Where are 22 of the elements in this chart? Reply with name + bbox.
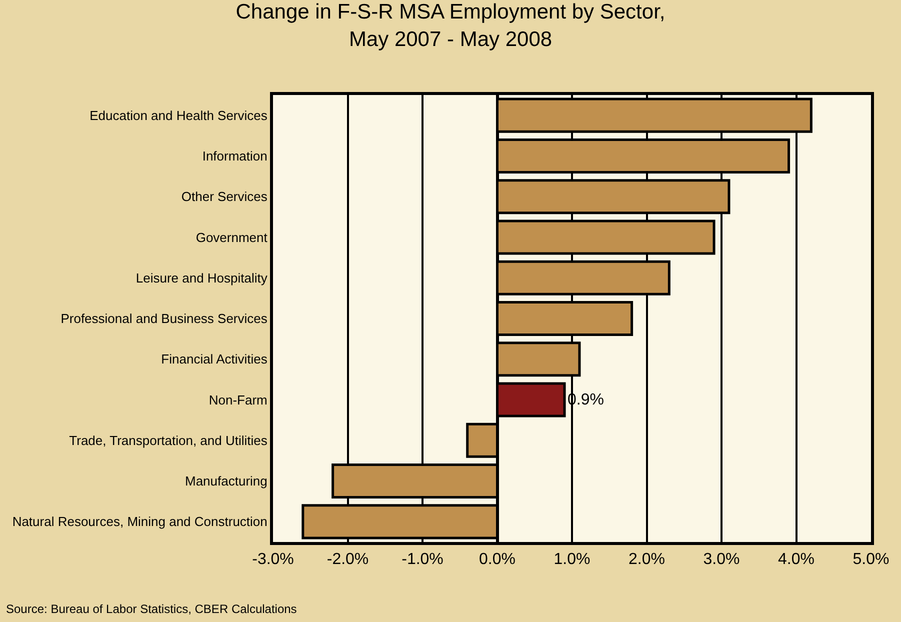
x-tick-label: 1.0% bbox=[554, 551, 590, 568]
y-tick-label: Information bbox=[202, 148, 268, 164]
x-tick-label: -3.0% bbox=[252, 551, 294, 568]
x-tick-label: 4.0% bbox=[778, 551, 814, 568]
x-tick-label: -2.0% bbox=[326, 551, 369, 568]
x-tick-label: 2.0% bbox=[628, 551, 665, 568]
y-tick-label: Natural Resources, Mining and Construction bbox=[12, 514, 268, 530]
y-tick-label: Leisure and Hospitality bbox=[136, 270, 268, 286]
x-tick-label: 5.0% bbox=[852, 551, 890, 568]
source-note: Source: Bureau of Labor Statistics, CBER Calculations bbox=[6, 602, 297, 616]
y-tick-label: Education and Health Services bbox=[90, 108, 268, 123]
y-tick-label: Trade, Transportation, and Utilities bbox=[69, 432, 268, 448]
x-tick-label: 3.0% bbox=[703, 551, 740, 568]
y-tick-label: Financial Activities bbox=[161, 352, 268, 367]
y-tick-label: Non-Farm bbox=[208, 392, 268, 408]
y-tick-label: Manufacturing bbox=[185, 474, 268, 489]
y-tick-label: Other Services bbox=[181, 189, 268, 204]
y-tick-label: Government bbox=[196, 230, 268, 245]
y-tick-label: Professional and Business Services bbox=[60, 311, 268, 326]
x-tick-label: -1.0% bbox=[402, 551, 444, 568]
chart-title: Change in F-S-R MSA Employment by Sector, May 2007 - May 2008 bbox=[236, 0, 666, 51]
x-tick-label: 0.0% bbox=[479, 551, 516, 568]
